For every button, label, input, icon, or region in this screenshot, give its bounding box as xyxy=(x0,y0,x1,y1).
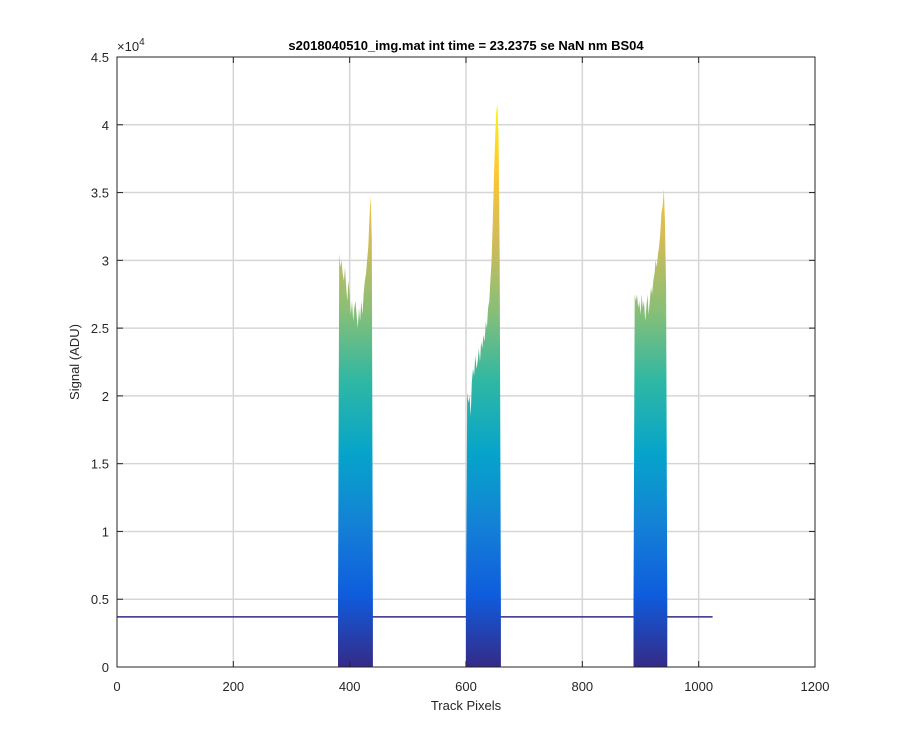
x-tick-labels: 0 200 400 600 800 1000 1200 xyxy=(113,679,829,694)
data-layer xyxy=(117,104,713,668)
y-tick-label: 4 xyxy=(102,118,109,133)
exponent-base: ×10 xyxy=(117,39,139,54)
exponent-power: 4 xyxy=(139,37,145,48)
y-axis-label: Signal (ADU) xyxy=(67,324,82,400)
tick-marks xyxy=(116,56,816,668)
y-tick-label: 3.5 xyxy=(91,186,109,201)
y-tick-label: 0 xyxy=(102,660,109,675)
y-tick-labels: 0 0.5 1 1.5 2 2.5 3 3.5 4 4.5 xyxy=(91,50,109,675)
x-tick-label: 200 xyxy=(222,679,244,694)
chart-title: s2018040510_img.mat int time = 23.2375 s… xyxy=(288,38,644,53)
x-tick-label: 1200 xyxy=(801,679,830,694)
x-tick-label: 600 xyxy=(455,679,477,694)
y-tick-label: 1 xyxy=(102,524,109,539)
peak-2 xyxy=(466,104,501,667)
x-tick-label: 800 xyxy=(571,679,593,694)
y-tick-label: 4.5 xyxy=(91,50,109,65)
x-tick-label: 1000 xyxy=(684,679,713,694)
y-tick-label: 1.5 xyxy=(91,457,109,472)
y-tick-label: 2.5 xyxy=(91,321,109,336)
x-tick-label: 0 xyxy=(113,679,120,694)
y-tick-label: 3 xyxy=(102,253,109,268)
y-tick-label: 2 xyxy=(102,389,109,404)
y-tick-label: 0.5 xyxy=(91,592,109,607)
x-tick-label: 400 xyxy=(339,679,361,694)
x-axis-label: Track Pixels xyxy=(431,698,502,713)
y-exponent-label: ×104 xyxy=(117,37,145,54)
peak-1 xyxy=(338,195,373,668)
peak-3 xyxy=(633,188,668,667)
